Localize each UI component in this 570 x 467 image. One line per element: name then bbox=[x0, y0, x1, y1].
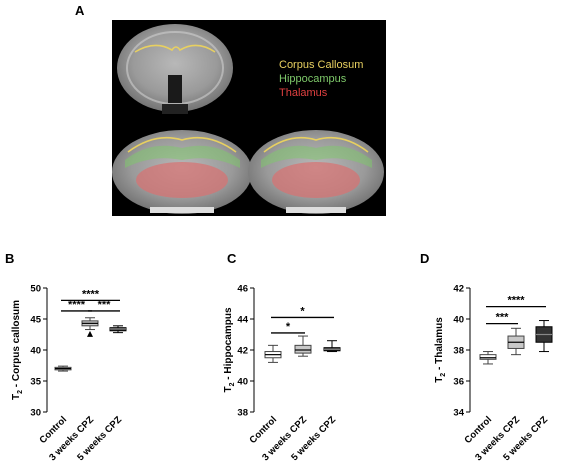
y-tick-label: 30 bbox=[30, 408, 41, 419]
box-1 bbox=[295, 345, 311, 353]
significance-label: *** bbox=[98, 299, 112, 311]
y-tick-label: 35 bbox=[30, 377, 41, 388]
significance-label: * bbox=[286, 321, 291, 333]
y-tick-label: 40 bbox=[453, 315, 464, 326]
y-tick-label: 34 bbox=[453, 408, 464, 419]
y-tick-label: 38 bbox=[453, 346, 464, 357]
significance-label: **** bbox=[507, 295, 525, 307]
outlier-point bbox=[87, 331, 93, 337]
y-tick-label: 40 bbox=[237, 377, 248, 388]
y-tick-label: 46 bbox=[237, 284, 248, 295]
significance-label: **** bbox=[68, 299, 86, 311]
significance-label: *** bbox=[496, 312, 510, 324]
y-tick-label: 40 bbox=[30, 346, 41, 357]
y-axis-label: T2 - Thalamus bbox=[434, 317, 447, 383]
y-tick-label: 44 bbox=[237, 315, 248, 326]
box-0 bbox=[480, 355, 496, 360]
y-tick-label: 36 bbox=[453, 377, 464, 388]
y-tick-label: 45 bbox=[30, 315, 41, 326]
significance-label: * bbox=[300, 305, 305, 317]
y-tick-label: 50 bbox=[30, 284, 41, 295]
y-axis-label: T2 - Corpus callosum bbox=[11, 300, 24, 400]
y-tick-label: 38 bbox=[237, 408, 248, 419]
y-tick-label: 42 bbox=[453, 284, 464, 295]
y-tick-label: 42 bbox=[237, 346, 248, 357]
y-axis-label: T2 - Hippocampus bbox=[223, 307, 236, 392]
